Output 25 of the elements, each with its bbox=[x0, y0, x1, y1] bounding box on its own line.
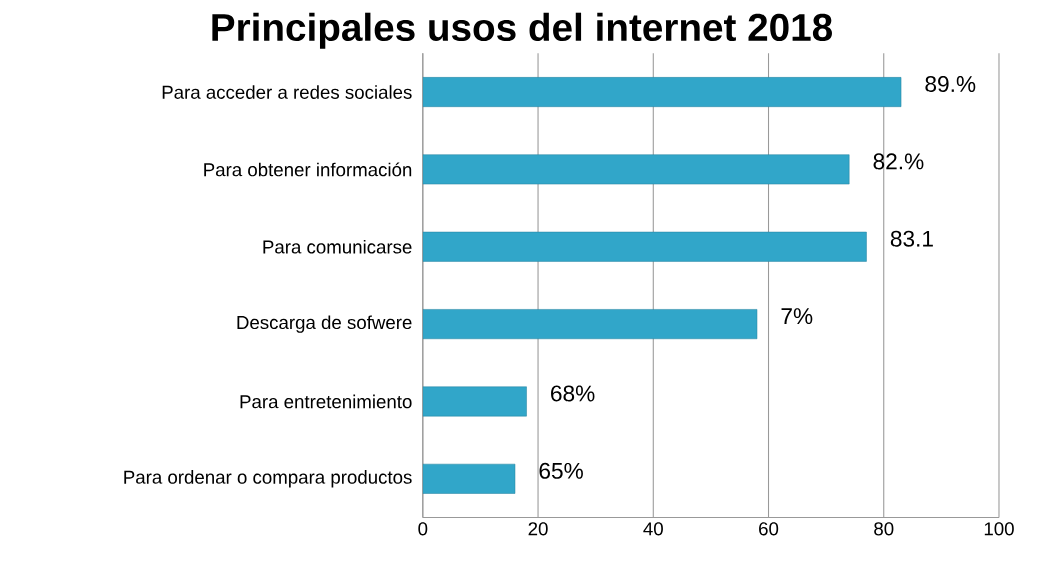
bar bbox=[422, 231, 867, 262]
bar bbox=[422, 386, 527, 417]
x-tick-label: 60 bbox=[759, 522, 779, 536]
chart-title: Principales usos del internet 2018 bbox=[212, 12, 832, 49]
y-tick-label: Para entretenimiento bbox=[240, 394, 412, 409]
y-tick-label: Descarga de sofwere bbox=[237, 315, 412, 333]
annotation: 68% bbox=[551, 385, 595, 402]
annotation: 83.1 bbox=[890, 230, 933, 247]
y-tick-label: Para comunicarse bbox=[263, 239, 412, 254]
bar bbox=[422, 463, 516, 494]
y-tick-label: Para ordenar o compara productos bbox=[124, 470, 412, 488]
annotation: 82.% bbox=[873, 153, 924, 170]
annotation: 65% bbox=[539, 462, 583, 479]
bar bbox=[422, 309, 758, 340]
y-tick-label: Para obtener información bbox=[204, 162, 412, 177]
annotation: 7% bbox=[781, 308, 813, 325]
x-tick-label: 0 bbox=[418, 522, 428, 536]
bar bbox=[422, 77, 902, 108]
x-tick-label: 40 bbox=[643, 522, 663, 536]
y-tick-label: Para acceder a redes sociales bbox=[162, 85, 412, 99]
bar bbox=[422, 154, 850, 185]
x-tick-label: 80 bbox=[874, 522, 894, 536]
x-tick-label: 100 bbox=[984, 522, 1014, 536]
x-tick-label: 20 bbox=[528, 522, 548, 536]
annotation: 89.% bbox=[925, 76, 976, 93]
